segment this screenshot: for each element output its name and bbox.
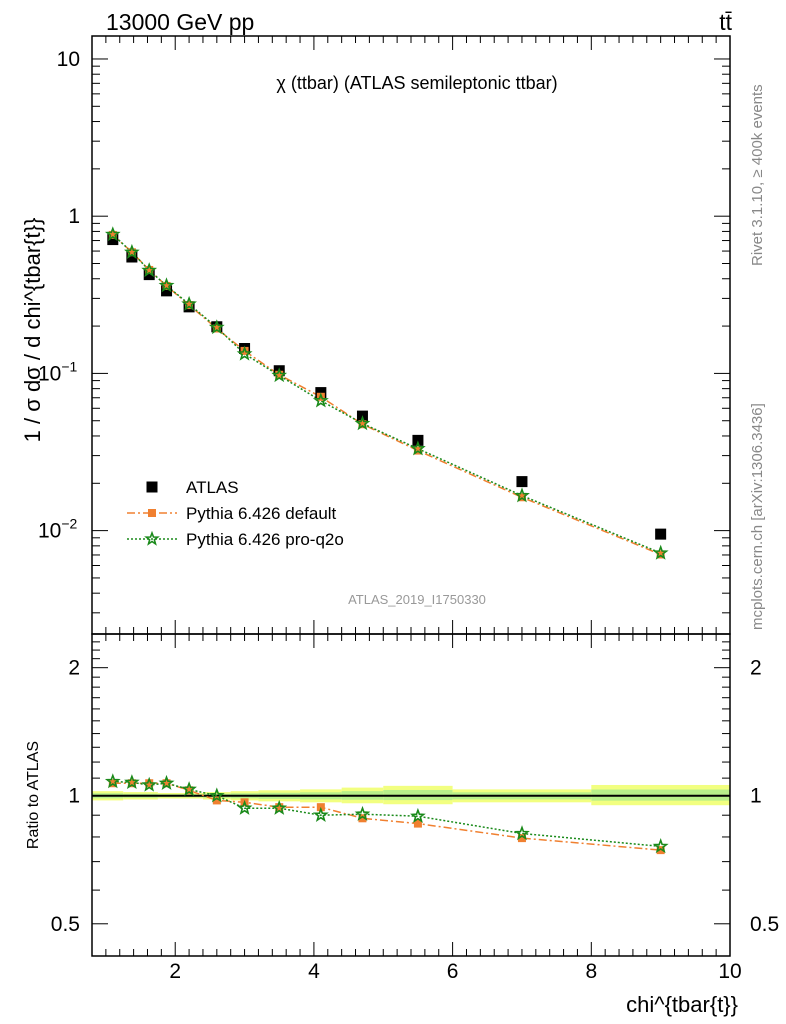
analysis-watermark: ATLAS_2019_I1750330 [348, 592, 486, 607]
process-label: tt̄ [719, 9, 732, 35]
ratio-series-point [271, 799, 288, 815]
legend-entry: ATLAS [186, 478, 239, 497]
x-tick-label: 2 [169, 960, 181, 983]
main-series-point [185, 301, 194, 310]
main-series-point [104, 226, 121, 242]
ratio-y-axis-label: Ratio to ATLAS [25, 741, 42, 849]
main-series-point [275, 370, 284, 379]
ratio-series-point [358, 814, 367, 823]
x-axis-label: chi^{tbar{t}} [626, 992, 738, 1017]
main-series-point [412, 434, 424, 446]
y-tick-label: 10 [57, 48, 80, 71]
x-tick-label: 4 [308, 960, 320, 983]
main-series-point [108, 230, 117, 239]
plot-title: χ (ttbar) (ATLAS semileptonic ttbar) [276, 73, 557, 93]
main-series-point [516, 476, 528, 488]
ratio-series-point [354, 805, 371, 821]
legend-marker [146, 481, 158, 493]
main-series-point [143, 269, 155, 281]
ratio-series-point [162, 779, 171, 788]
ratio-y-tick-label-left: 0.5 [51, 913, 80, 936]
main-series-point [354, 415, 371, 431]
ratio-series-point [181, 781, 197, 797]
ratio-y-tick-label-right: 0.5 [750, 913, 779, 936]
ratio-series-point [652, 838, 669, 854]
main-series-point [161, 285, 173, 297]
main-series-point [124, 243, 140, 259]
ratio-series-point [514, 825, 530, 841]
ratio-series-point [656, 846, 665, 855]
main-series-point [652, 544, 669, 560]
energy-label: 13000 GeV pp [106, 9, 254, 35]
ratio-series-point [141, 776, 158, 792]
main-series-point [141, 262, 158, 278]
main-series-point [358, 420, 367, 429]
main-series-point [656, 550, 665, 559]
main-series-point [126, 251, 138, 263]
ratio-y-tick-label-right: 2 [750, 657, 762, 680]
ratio-series-point [208, 787, 225, 803]
legend-marker [148, 509, 156, 517]
main-series-point [208, 319, 225, 335]
main-series-point [240, 346, 249, 355]
y-axis-label: 1 / σ dσ / d chi^{tbar{t}} [20, 218, 45, 443]
y-tick-label: 10−1 [38, 358, 78, 385]
main-series-point [145, 265, 154, 274]
ratio-series-point [158, 774, 175, 790]
ratio-series-point [517, 834, 526, 843]
legend-entry: Pythia 6.426 pro-q2o [186, 530, 344, 549]
main-panel: 10−2 10−1 1 10 [38, 35, 731, 635]
ratio-series-point [413, 819, 422, 828]
ratio-series-point [410, 807, 426, 823]
mcplots-label: mcplots.cern.ch [arXiv:1306.3436] [749, 403, 766, 630]
main-series-point [655, 528, 667, 540]
ratio-series-point [124, 774, 140, 790]
ratio-panel: 2 4 6 8 10 0.5 0.5 1 1 2 2 [51, 633, 779, 983]
main-series-point [236, 345, 253, 361]
ratio-series-point [212, 796, 221, 805]
main-series-point [162, 281, 171, 290]
main-series-point [127, 248, 136, 257]
main-series-point [514, 487, 530, 503]
ratio-series-point [312, 806, 329, 823]
main-series-point [158, 277, 175, 293]
main-series-point [271, 367, 288, 383]
main-series-point [107, 234, 119, 246]
ratio-series-point [275, 803, 284, 812]
x-tick-label: 8 [585, 960, 597, 983]
ratio-y-tick-label-right: 1 [750, 785, 762, 808]
legend-entry: Pythia 6.426 default [186, 504, 337, 523]
x-tick-label: 6 [447, 960, 459, 983]
main-series-point [181, 295, 197, 311]
ratio-series-point [145, 779, 154, 788]
legend: ATLAS Pythia 6.426 default Pythia 6.426 pr… [127, 478, 344, 549]
ratio-series-point [104, 773, 121, 789]
main-series-point [410, 440, 426, 456]
rivet-label: Rivet 3.1.10, ≥ 400k events [749, 84, 766, 266]
ratio-y-tick-label-left: 2 [68, 657, 80, 680]
main-series-point [212, 324, 221, 333]
ratio-series-point [185, 786, 194, 795]
ratio-series-point [236, 799, 253, 815]
ratio-series-point [127, 779, 136, 788]
ratio-y-tick-label-left: 1 [68, 785, 80, 808]
legend-marker [144, 530, 160, 546]
y-tick-label: 10−2 [38, 516, 78, 543]
x-tick-label: 10 [718, 960, 741, 983]
main-series-point [312, 392, 329, 408]
y-tick-label: 1 [68, 205, 80, 228]
